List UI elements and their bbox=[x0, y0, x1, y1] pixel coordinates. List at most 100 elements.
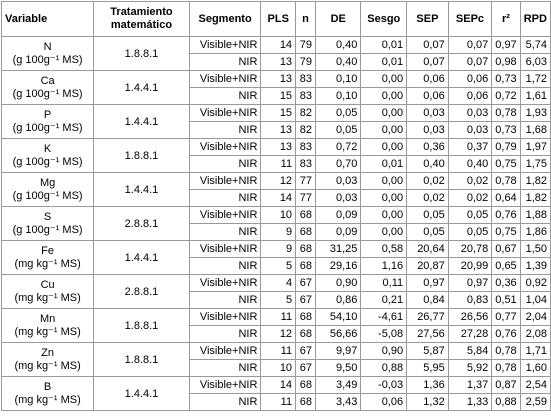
value-cell: 1,72 bbox=[519, 70, 551, 88]
value-cell: 83 bbox=[295, 87, 317, 105]
value-cell: 0,90 bbox=[360, 342, 408, 360]
value-cell: 0,77 bbox=[491, 308, 521, 326]
segment-cell: NIR bbox=[188, 359, 262, 377]
table-row: NIR 11 68 3,43 0,06 1,32 1,33 0,88 2,59 bbox=[2, 393, 551, 411]
variable-unit: (g 100g⁻¹ MS) bbox=[12, 223, 83, 236]
value-cell: 67 bbox=[295, 274, 317, 292]
value-cell: 11 bbox=[260, 393, 297, 411]
value-cell: 1,32 bbox=[406, 393, 449, 411]
value-cell: 0,02 bbox=[447, 172, 493, 190]
value-cell: 14 bbox=[260, 189, 297, 207]
value-cell: -5,08 bbox=[360, 325, 408, 343]
treatment-cell: 2.8.8.1 bbox=[93, 206, 190, 241]
treatment-cell: 1.8.8.1 bbox=[93, 308, 190, 343]
value-cell: 68 bbox=[295, 325, 317, 343]
value-cell: 0,78 bbox=[491, 104, 521, 122]
value-cell: -4,61 bbox=[360, 308, 408, 326]
segment-cell: Visible+NIR bbox=[188, 70, 262, 88]
value-cell: 2,59 bbox=[519, 393, 551, 411]
value-cell: 1,39 bbox=[519, 257, 551, 275]
column-header: DE bbox=[315, 1, 362, 37]
column-header: n bbox=[295, 1, 317, 37]
variable-cell: K (g 100g⁻¹ MS) bbox=[0, 138, 95, 173]
table-row: NIR 15 83 0,10 0,00 0,06 0,06 0,72 1,61 bbox=[2, 87, 551, 105]
variable-cell: S (g 100g⁻¹ MS) bbox=[0, 206, 95, 241]
table-row: P (g 100g⁻¹ MS) 1.4.4.1 Visible+NIR 15 82 0,05… bbox=[0, 104, 551, 139]
value-cell: 1,82 bbox=[519, 189, 551, 207]
variable-name: Fe bbox=[41, 244, 55, 257]
value-cell: 0,72 bbox=[491, 87, 521, 105]
value-cell: 0,36 bbox=[406, 138, 449, 156]
table-row: NIR 13 82 0,05 0,00 0,03 0,03 0,73 1,68 bbox=[2, 121, 551, 139]
value-cell: 15 bbox=[260, 104, 297, 122]
treatment-cell: 1.8.8.1 bbox=[93, 138, 190, 173]
segment-cell: NIR bbox=[188, 257, 262, 275]
value-cell: 0,58 bbox=[360, 240, 408, 258]
value-cell: 9 bbox=[260, 223, 297, 241]
variable-unit: (mg kg⁻¹ MS) bbox=[14, 393, 81, 406]
value-cell: 0,00 bbox=[360, 189, 408, 207]
value-cell: 0,09 bbox=[315, 223, 362, 241]
column-header: Segmento bbox=[188, 1, 262, 37]
value-cell: 11 bbox=[260, 155, 297, 173]
value-cell: 79 bbox=[295, 36, 317, 54]
value-cell: 4 bbox=[260, 274, 297, 292]
table-row: NIR 11 83 0,70 0,01 0,40 0,40 0,75 1,75 bbox=[2, 155, 551, 173]
value-cell: 83 bbox=[295, 70, 317, 88]
value-cell: 0,07 bbox=[406, 36, 449, 54]
variable-cell: Mn (mg kg⁻¹ MS) bbox=[0, 308, 95, 343]
variable-unit: (mg kg⁻¹ MS) bbox=[14, 257, 81, 270]
value-cell: 2,54 bbox=[519, 376, 551, 394]
variable-name: Ca bbox=[40, 74, 55, 87]
value-cell: 0,79 bbox=[491, 138, 521, 156]
value-cell: 0,86 bbox=[315, 291, 362, 309]
value-cell: 10 bbox=[260, 206, 297, 224]
value-cell: 15 bbox=[260, 87, 297, 105]
value-cell: 0,00 bbox=[360, 121, 408, 139]
segment-cell: Visible+NIR bbox=[188, 138, 262, 156]
treatment-cell: 1.4.4.1 bbox=[93, 104, 190, 139]
treatment-cell: 1.4.4.1 bbox=[93, 70, 190, 105]
value-cell: 20,87 bbox=[406, 257, 449, 275]
table-row: NIR 10 67 9,50 0,88 5,95 5,92 0,78 1,60 bbox=[2, 359, 551, 377]
value-cell: 68 bbox=[295, 206, 317, 224]
value-cell: 0,06 bbox=[360, 393, 408, 411]
value-cell: 0,05 bbox=[315, 121, 362, 139]
table-row: NIR 13 79 0,40 0,01 0,07 0,07 0,98 6,03 bbox=[2, 53, 551, 71]
value-cell: 5 bbox=[260, 291, 297, 309]
value-cell: 0,06 bbox=[447, 70, 493, 88]
value-cell: 0,00 bbox=[360, 138, 408, 156]
value-cell: 1,86 bbox=[519, 223, 551, 241]
value-cell: 67 bbox=[295, 359, 317, 377]
value-cell: 0,98 bbox=[491, 53, 521, 71]
value-cell: 0,01 bbox=[360, 155, 408, 173]
column-header: PLS bbox=[260, 1, 297, 37]
value-cell: 9 bbox=[260, 240, 297, 258]
value-cell: 31,25 bbox=[315, 240, 362, 258]
variable-name: S bbox=[43, 210, 52, 223]
value-cell: 1,37 bbox=[447, 376, 493, 394]
value-cell: 6,03 bbox=[519, 53, 551, 71]
variable-unit: (mg kg⁻¹ MS) bbox=[14, 291, 81, 304]
variable-name: P bbox=[43, 108, 52, 121]
value-cell: 27,28 bbox=[447, 325, 493, 343]
value-cell: 5 bbox=[260, 257, 297, 275]
table-row: Mn (mg kg⁻¹ MS) 1.8.8.1 Visible+NIR 11 68 54,1… bbox=[0, 308, 551, 343]
value-cell: 0,97 bbox=[491, 36, 521, 54]
value-cell: 20,64 bbox=[406, 240, 449, 258]
treatment-cell: 2.8.8.1 bbox=[93, 274, 190, 309]
value-cell: 0,00 bbox=[360, 87, 408, 105]
variable-name: Zn bbox=[41, 346, 55, 359]
value-cell: 0,06 bbox=[447, 87, 493, 105]
value-cell: 68 bbox=[295, 393, 317, 411]
table-body: N (g 100g⁻¹ MS) 1.8.8.1 Visible+NIR 14 79 0,40… bbox=[0, 36, 551, 411]
value-cell: 0,36 bbox=[491, 274, 521, 292]
value-cell: 26,56 bbox=[447, 308, 493, 326]
table-row: NIR 9 68 0,09 0,00 0,05 0,05 0,75 1,86 bbox=[2, 223, 551, 241]
value-cell: 14 bbox=[260, 376, 297, 394]
value-cell: 13 bbox=[260, 138, 297, 156]
value-cell: 83 bbox=[295, 138, 317, 156]
segment-cell: Visible+NIR bbox=[188, 274, 262, 292]
